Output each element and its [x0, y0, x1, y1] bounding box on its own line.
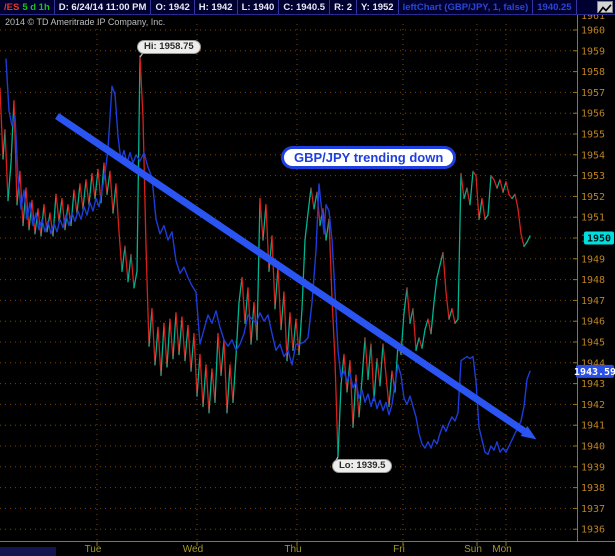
- svg-text:1954: 1954: [581, 150, 605, 161]
- svg-text:1955: 1955: [581, 130, 605, 141]
- symbol-label: /ES: [4, 1, 20, 13]
- svg-text:1959: 1959: [581, 46, 605, 57]
- svg-text:1937: 1937: [581, 504, 605, 515]
- low-field: L: 1940: [238, 0, 280, 14]
- svg-text:1944: 1944: [581, 358, 605, 369]
- svg-text:1946: 1946: [581, 317, 605, 328]
- high-field: H: 1942: [195, 0, 238, 14]
- axes: [0, 6, 615, 542]
- svg-text:1942: 1942: [581, 400, 605, 411]
- svg-text:1941: 1941: [581, 421, 605, 432]
- svg-text:1943: 1943: [581, 379, 605, 390]
- svg-text:Sun: Sun: [464, 544, 482, 555]
- trend-arrow[interactable]: [55, 113, 537, 440]
- price-axis-labels: 1960 1959 1958 1957 1956 1955 1954 1953 1952 1951…: [573, 26, 605, 536]
- overlay-study-label: leftChart (GBP/JPY, 1, false): [399, 0, 534, 14]
- copyright-notice: 2014 © TD Ameritrade IP Company, Inc.: [5, 17, 166, 27]
- svg-text:1948: 1948: [581, 275, 605, 286]
- svg-text:1949: 1949: [581, 254, 605, 265]
- svg-text:1943.59: 1943.59: [574, 367, 615, 378]
- svg-text:1939: 1939: [581, 462, 605, 473]
- gridlines: [0, 24, 577, 541]
- high-price-bubble: Hi: 1958.75: [137, 40, 201, 54]
- svg-text:Wed: Wed: [183, 544, 203, 555]
- chart-header-bar: /ES 5 d 1h D: 6/24/14 11:00 PM O: 1942 H…: [0, 0, 615, 15]
- svg-text:1945: 1945: [581, 338, 605, 349]
- svg-text:1957: 1957: [581, 88, 605, 99]
- overlay-value-label: 1940.25: [533, 0, 577, 14]
- series-1: [5, 58, 531, 455]
- chart-style-button[interactable]: [597, 1, 613, 14]
- svg-text:1952: 1952: [581, 192, 605, 203]
- svg-text:1958: 1958: [581, 67, 605, 78]
- svg-text:Fri: Fri: [393, 544, 405, 555]
- svg-text:1940: 1940: [581, 442, 605, 453]
- bottom-left-panel-stub: [0, 547, 56, 556]
- svg-text:Thu: Thu: [284, 544, 301, 555]
- open-field: O: 1942: [151, 0, 195, 14]
- range-field: R: 2: [330, 0, 358, 14]
- svg-text:1938: 1938: [581, 483, 605, 494]
- last-price-badge: 1943.59: [574, 364, 615, 378]
- svg-text:1947: 1947: [581, 296, 605, 307]
- svg-text:1953: 1953: [581, 171, 605, 182]
- svg-text:1936: 1936: [581, 525, 605, 536]
- clipped-top-price-label: 1961: [581, 11, 605, 22]
- svg-text:Tue: Tue: [85, 544, 102, 555]
- close-field: C: 1940.5: [279, 0, 331, 14]
- y-field: Y: 1952: [357, 0, 399, 14]
- low-price-bubble: Lo: 1939.5: [332, 459, 393, 474]
- series-0: [0, 55, 531, 458]
- svg-text:1960: 1960: [581, 26, 605, 37]
- svg-text:1950: 1950: [587, 234, 611, 245]
- svg-text:1956: 1956: [581, 109, 605, 120]
- trend-annotation-label[interactable]: GBP/JPY trending down: [281, 146, 457, 169]
- svg-text:1951: 1951: [581, 213, 605, 224]
- last-price-badge: 1950: [584, 231, 614, 245]
- symbol-cell[interactable]: /ES 5 d 1h: [0, 0, 55, 14]
- line-chart-icon: [598, 4, 612, 14]
- date-field: D: 6/24/14 11:00 PM: [55, 0, 152, 14]
- timeframe-label: 5 d 1h: [22, 1, 50, 13]
- svg-text:Mon: Mon: [492, 544, 511, 555]
- time-axis-labels: Tue Wed Thu Fri Sun Mon: [85, 541, 512, 555]
